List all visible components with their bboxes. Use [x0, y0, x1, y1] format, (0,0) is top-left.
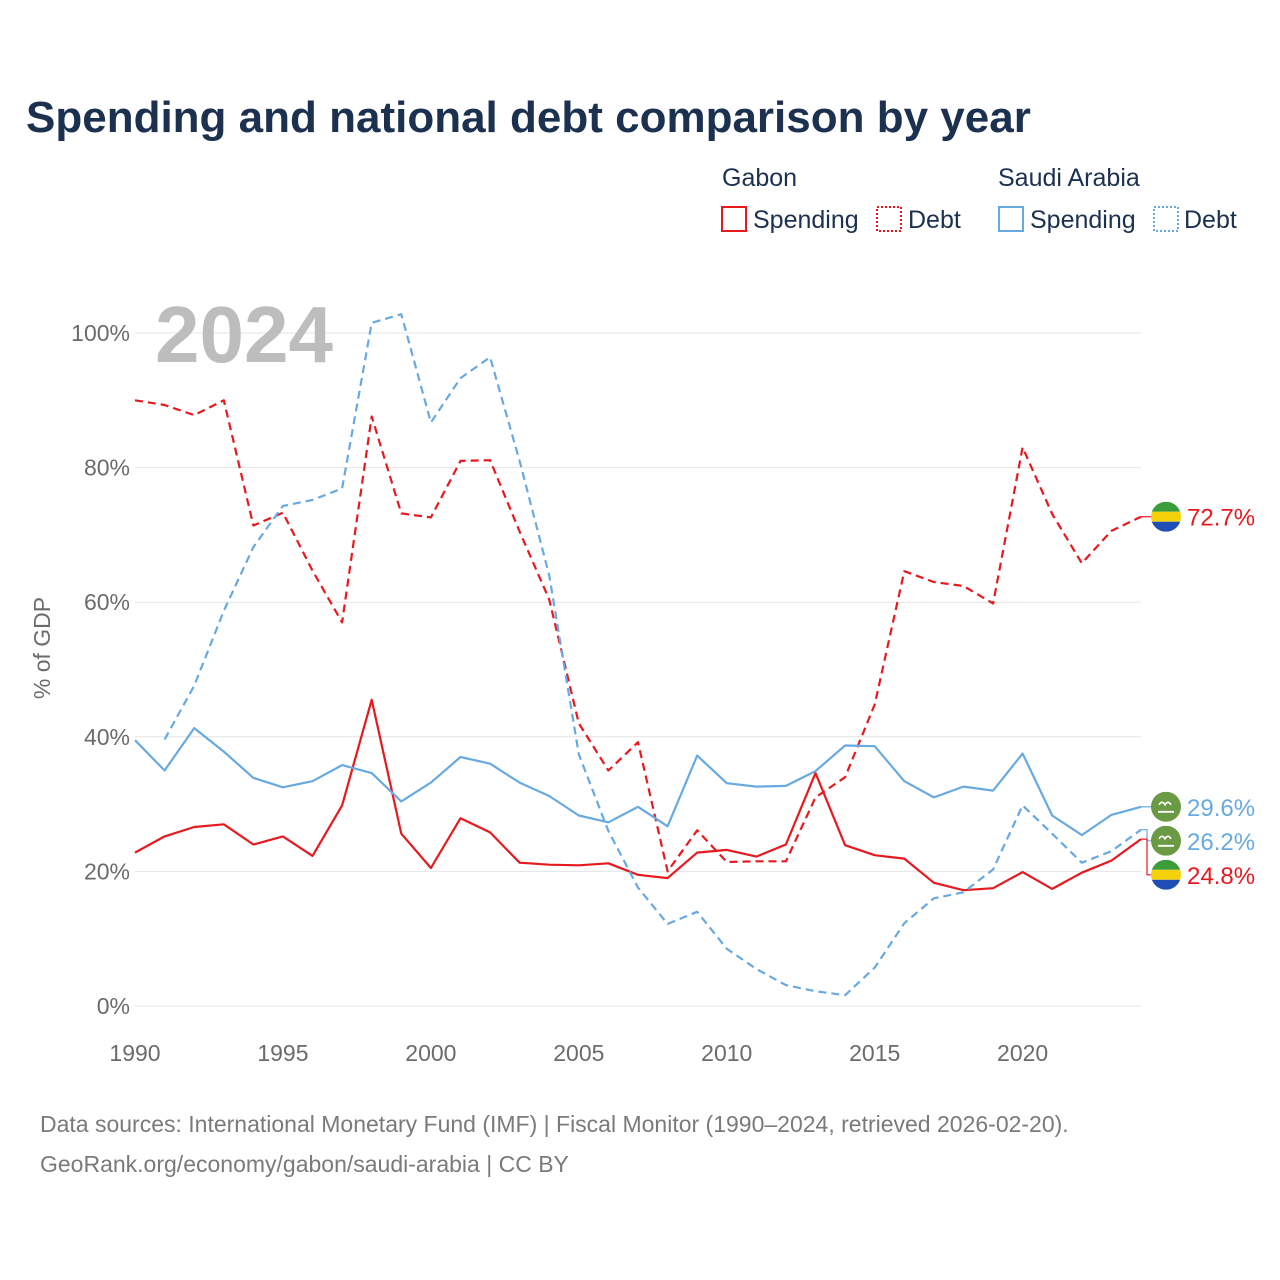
y-tick-label: 100% [71, 320, 130, 346]
y-tick-label: 80% [84, 455, 130, 481]
series-line-gabon-debt [134, 399, 1142, 873]
end-labels: 72.7% 29.6% 26.2% 24.8% [1141, 501, 1255, 890]
legend-label-saudi-spending: Spending [1030, 206, 1136, 234]
legend-swatch-gabon-debt [876, 206, 902, 232]
y-tick-label: 0% [97, 993, 130, 1019]
legend-swatch-saudi-spending [998, 206, 1024, 232]
x-axis-ticks: 1990 1995 2000 2005 2010 2015 2020 [109, 1040, 1048, 1066]
saudi-flag-icon [1151, 825, 1181, 856]
legend-label-gabon-debt: Debt [908, 206, 961, 234]
gabon-flag-icon [1151, 859, 1181, 890]
series-line-gabon-spending [134, 698, 1142, 892]
x-tick-label: 2000 [405, 1040, 456, 1066]
end-label-connector [1141, 838, 1153, 876]
x-tick-label: 2010 [701, 1040, 752, 1066]
y-tick-label: 20% [84, 858, 130, 884]
x-tick-label: 1995 [257, 1040, 308, 1066]
series-lines [134, 313, 1142, 997]
gridlines [135, 332, 1141, 1007]
end-label-gabon-debt: 72.7% [1187, 505, 1255, 532]
legend: Gabon Spending Debt Saudi Arabia Spendin… [721, 164, 1237, 234]
end-label-saudi-arabia-debt: 26.2% [1187, 829, 1255, 856]
series-line-saudi-arabia-spending [134, 727, 1142, 837]
legend-swatch-saudi-debt [1153, 206, 1179, 232]
legend-label-saudi-debt: Debt [1184, 206, 1237, 234]
y-tick-label: 60% [84, 589, 130, 615]
gabon-flag-icon [1151, 501, 1181, 532]
chart-title: Spending and national debt comparison by… [26, 93, 1031, 142]
series-line-saudi-arabia-debt [163, 313, 1142, 997]
end-label-connector [1141, 829, 1153, 842]
y-axis-ticks: 0% 20% 40% 60% 80% 100% [71, 320, 130, 1019]
x-tick-label: 1990 [109, 1040, 160, 1066]
y-axis-label: % of GDP [29, 597, 55, 699]
legend-group-gabon: Gabon [722, 164, 797, 192]
legend-label-gabon-spending: Spending [753, 206, 859, 234]
x-tick-label: 2015 [849, 1040, 900, 1066]
year-label: 2024 [155, 290, 333, 379]
legend-swatch-gabon-spending [721, 206, 747, 232]
y-tick-label: 40% [84, 724, 130, 750]
end-label-saudi-arabia-spending: 29.6% [1187, 795, 1255, 822]
x-tick-label: 2020 [997, 1040, 1048, 1066]
source-line-1: Data sources: International Monetary Fun… [40, 1111, 1069, 1137]
end-label-gabon-spending: 24.8% [1187, 863, 1255, 890]
legend-group-saudi-arabia: Saudi Arabia [998, 164, 1140, 192]
saudi-flag-icon [1151, 791, 1181, 822]
source-line-2: GeoRank.org/economy/gabon/saudi-arabia |… [40, 1151, 569, 1177]
x-tick-label: 2005 [553, 1040, 604, 1066]
